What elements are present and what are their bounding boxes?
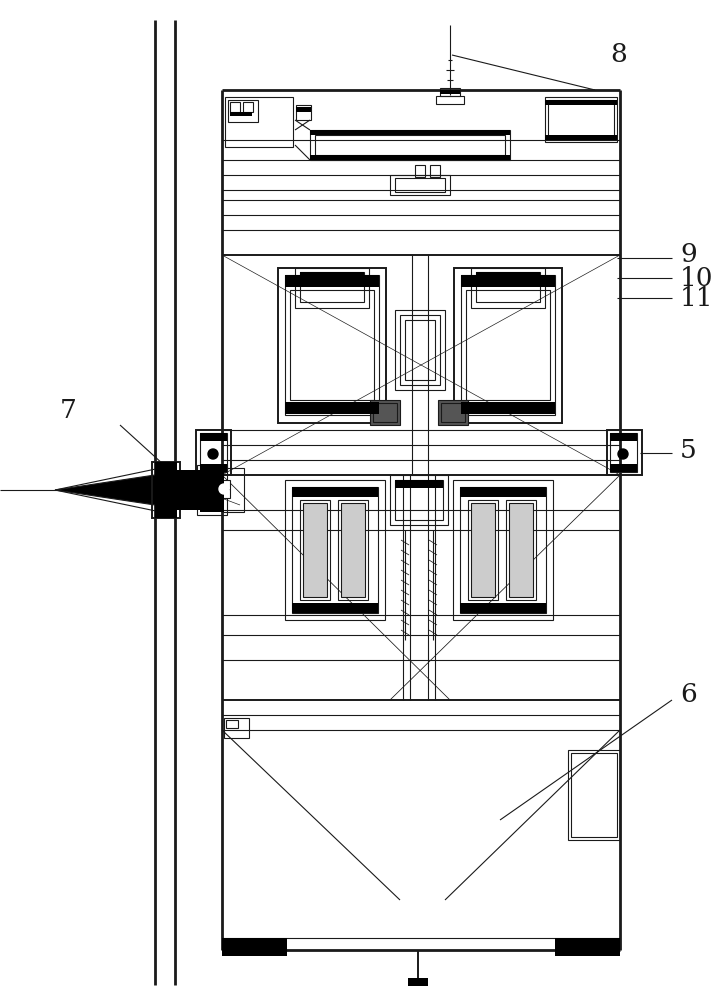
Bar [222,468,244,512]
Bar [310,130,510,160]
Bar [224,718,249,738]
Bar [285,480,385,620]
Bar [218,480,230,498]
Bar [438,400,468,425]
Bar [460,487,546,497]
Bar [300,272,364,302]
Bar [230,112,252,116]
Bar [278,268,386,423]
Bar [471,503,495,597]
Bar [292,603,378,613]
Bar [440,90,460,94]
Bar [395,480,443,488]
Bar [460,487,546,613]
Bar [555,938,620,956]
Bar [607,430,642,475]
Bar [476,272,540,302]
Bar [408,978,428,986]
Bar [545,97,617,142]
Bar [545,135,617,140]
Bar [460,603,546,613]
Bar [370,400,400,425]
Text: 8: 8 [610,42,627,68]
Bar [509,503,533,597]
Bar [454,268,562,423]
Bar [441,403,465,422]
Bar [395,178,445,192]
Bar [390,475,448,525]
Bar [310,130,510,135]
Text: 9: 9 [680,242,696,267]
Bar [610,433,637,441]
Circle shape [208,449,218,459]
Bar [461,275,555,287]
Bar [152,462,180,518]
Bar [440,88,460,96]
Bar [461,275,555,415]
Bar [290,290,374,400]
Bar [568,750,620,840]
Bar [285,275,379,287]
Bar [197,465,227,515]
Bar [415,165,425,177]
Bar [315,135,505,155]
Bar [400,315,440,385]
Bar [548,100,614,138]
Bar [243,102,253,112]
Bar [610,464,637,472]
Bar [545,100,617,105]
Bar [471,268,545,308]
Text: 10: 10 [680,265,713,290]
Bar [390,175,450,195]
Bar [200,464,227,472]
Bar [610,433,637,472]
Circle shape [219,484,229,494]
Bar [461,402,555,414]
Bar [285,275,379,415]
Bar [436,96,464,104]
Bar [200,433,227,441]
Text: 11: 11 [680,286,713,310]
Bar [453,480,553,620]
Bar [296,105,311,120]
Bar [405,320,435,380]
Bar [292,487,378,497]
Bar [476,272,540,280]
Text: 6: 6 [680,682,696,708]
Bar [341,503,365,597]
Polygon shape [55,472,175,508]
Bar [196,430,231,475]
Bar [295,268,369,308]
Circle shape [618,449,628,459]
Bar [310,155,510,160]
Text: 7: 7 [60,397,77,422]
Bar [225,97,293,147]
Bar [430,165,440,177]
Bar [571,753,617,837]
Bar [230,102,240,112]
Bar [296,107,311,112]
Bar [466,290,550,400]
Bar [200,433,227,472]
Bar [285,402,379,414]
Bar [303,503,327,597]
Bar [373,403,397,422]
Bar [222,938,287,956]
Bar [395,310,445,390]
Bar [395,480,443,520]
Bar [506,500,536,600]
Bar [228,100,258,122]
Bar [226,720,238,728]
Bar [338,500,368,600]
Bar [300,500,330,600]
Bar [300,272,364,280]
Bar [292,487,378,613]
Text: 5: 5 [680,438,696,462]
Bar [468,500,498,600]
Bar [200,468,224,512]
Bar [155,462,177,518]
Bar [175,470,200,510]
